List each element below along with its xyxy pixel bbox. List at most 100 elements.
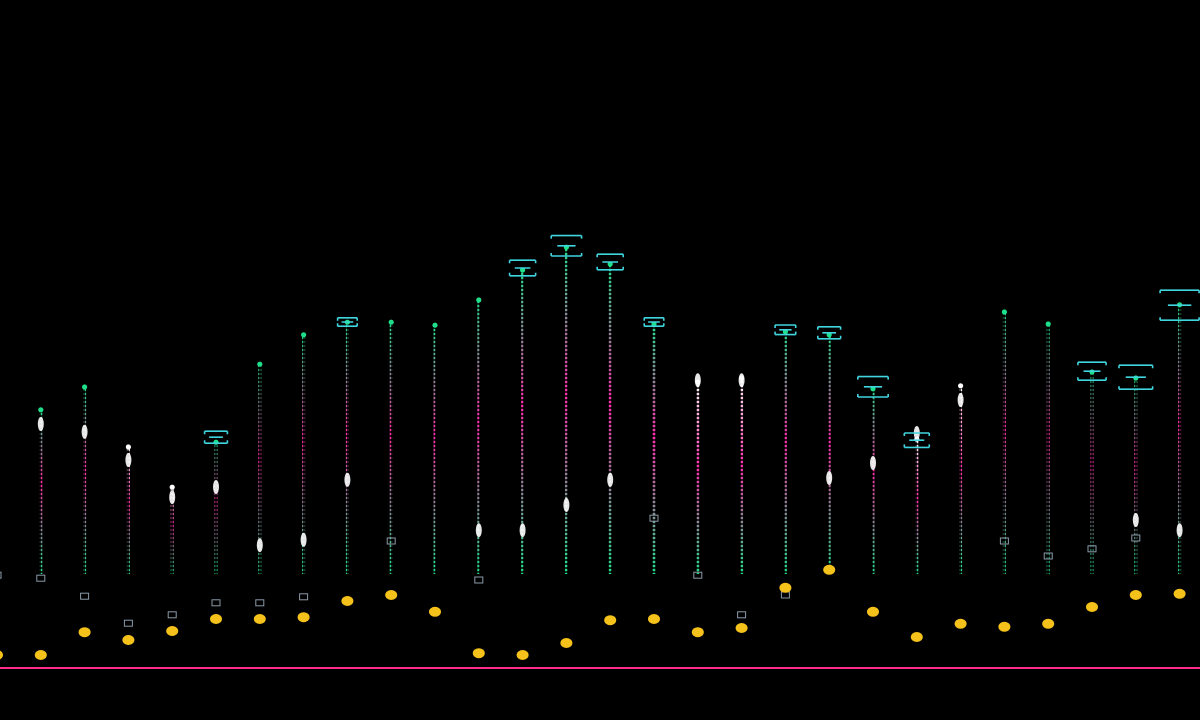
- low-marker: [0, 571, 2, 579]
- gold-dot: [954, 618, 967, 629]
- glow-point: [694, 373, 701, 388]
- column-top: [82, 384, 88, 390]
- column-line: [170, 485, 174, 574]
- gold-dot: [691, 627, 704, 638]
- low-marker: [737, 611, 747, 619]
- low-marker: [649, 514, 659, 522]
- glow-point: [738, 373, 745, 388]
- error-marker: [203, 430, 229, 444]
- glow-point: [81, 424, 88, 439]
- glow-point: [563, 498, 570, 512]
- glow-point: [607, 472, 614, 487]
- low-marker: [999, 537, 1009, 545]
- column-line: [302, 332, 306, 574]
- column-top: [388, 319, 394, 325]
- column-line: [696, 380, 700, 574]
- low-marker: [1087, 545, 1097, 553]
- low-marker: [255, 599, 265, 607]
- column-line: [915, 437, 919, 574]
- column-top: [257, 361, 263, 367]
- glow-point: [300, 532, 307, 547]
- error-marker: [1118, 364, 1154, 390]
- gold-dot: [1173, 588, 1186, 599]
- column-line: [214, 440, 218, 574]
- glow-point: [475, 523, 482, 538]
- column-top: [301, 332, 307, 338]
- low-marker: [386, 537, 396, 545]
- error-marker: [596, 253, 625, 271]
- column-line: [39, 407, 43, 574]
- column-top: [1001, 309, 1008, 315]
- column-line: [608, 262, 612, 574]
- glow-point: [1176, 523, 1183, 538]
- low-marker: [36, 574, 46, 582]
- low-marker: [1043, 552, 1053, 560]
- glow-point: [826, 471, 833, 485]
- low-marker: [123, 619, 133, 627]
- column-line: [1134, 376, 1138, 574]
- error-marker: [817, 326, 842, 340]
- glow-point: [870, 456, 876, 470]
- low-marker: [474, 576, 484, 584]
- low-marker: [211, 599, 221, 607]
- gold-dot: [341, 596, 354, 606]
- low-marker: [167, 611, 177, 619]
- column-line: [959, 383, 963, 574]
- column-line: [1046, 322, 1050, 574]
- gold-dot: [823, 564, 836, 575]
- glow-point: [125, 453, 132, 467]
- gold-dot: [429, 606, 441, 617]
- error-marker: [508, 259, 537, 277]
- gold-dot: [779, 582, 792, 593]
- glow-point: [344, 472, 351, 487]
- gold-dot: [604, 615, 617, 626]
- column-line: [389, 320, 393, 574]
- low-marker: [299, 593, 309, 601]
- column-top: [476, 297, 482, 303]
- gold-dot: [0, 650, 3, 660]
- column-line: [521, 268, 525, 574]
- gold-dot: [210, 614, 222, 624]
- error-marker: [903, 432, 931, 449]
- column-line: [827, 332, 831, 574]
- error-marker: [774, 324, 797, 336]
- gold-dot: [122, 635, 135, 645]
- error-marker: [643, 317, 665, 327]
- gold-dot: [78, 627, 91, 638]
- column-line: [345, 320, 349, 574]
- gold-dot: [34, 650, 47, 660]
- error-marker: [1077, 361, 1107, 381]
- error-marker: [336, 317, 358, 327]
- error-marker: [1159, 289, 1200, 321]
- column-top: [169, 484, 175, 490]
- gold-dot: [1086, 602, 1098, 612]
- column-line: [652, 322, 656, 574]
- glow-point: [957, 393, 964, 407]
- column-top: [125, 444, 131, 450]
- column-top: [213, 439, 219, 445]
- gold-dot: [253, 614, 266, 624]
- gold-dot: [1042, 618, 1055, 629]
- error-marker: [857, 375, 889, 398]
- column-line: [258, 362, 262, 574]
- column-line: [126, 445, 130, 574]
- glow-point: [37, 417, 44, 431]
- gold-dot: [867, 606, 879, 617]
- column-line: [783, 329, 787, 574]
- gold-dot: [560, 638, 573, 648]
- low-marker: [693, 571, 703, 579]
- gold-dot: [166, 626, 179, 636]
- column-top: [1045, 321, 1051, 327]
- column-line: [1090, 370, 1094, 574]
- column-line: [1178, 302, 1182, 574]
- low-marker: [80, 592, 90, 600]
- glow-point: [1132, 513, 1139, 527]
- gold-dot: [910, 632, 923, 642]
- column-line: [740, 376, 744, 574]
- column-line: [83, 385, 87, 574]
- glow-point: [213, 480, 219, 494]
- gold-dot: [1129, 590, 1142, 600]
- glow-point: [519, 523, 526, 538]
- column-line: [477, 298, 481, 574]
